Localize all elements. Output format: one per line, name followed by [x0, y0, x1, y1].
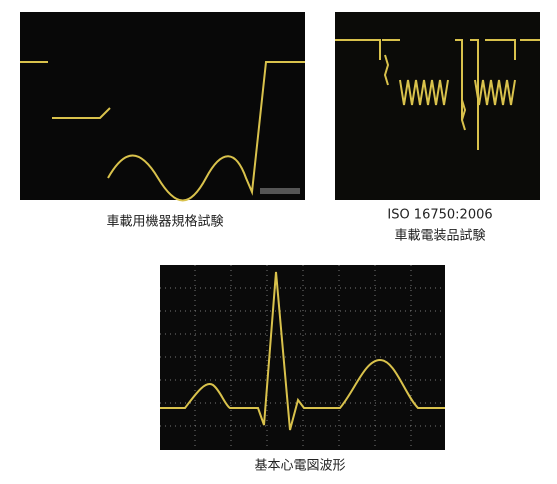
scope-screen-2 — [335, 12, 540, 200]
caption: 基本心電図波形 — [254, 459, 345, 474]
caption: ISO 16750:2006 — [387, 208, 492, 223]
page: 車載用機器規格試験 ISO 16750:2006 車載電装品試験 基本心電図波形 — [0, 0, 557, 484]
scope-screen-1 — [20, 12, 305, 201]
scope-screen-3 — [160, 265, 445, 450]
caption: 車載用機器規格試験 — [106, 214, 223, 230]
caption: 車載電装品試験 — [394, 228, 485, 244]
